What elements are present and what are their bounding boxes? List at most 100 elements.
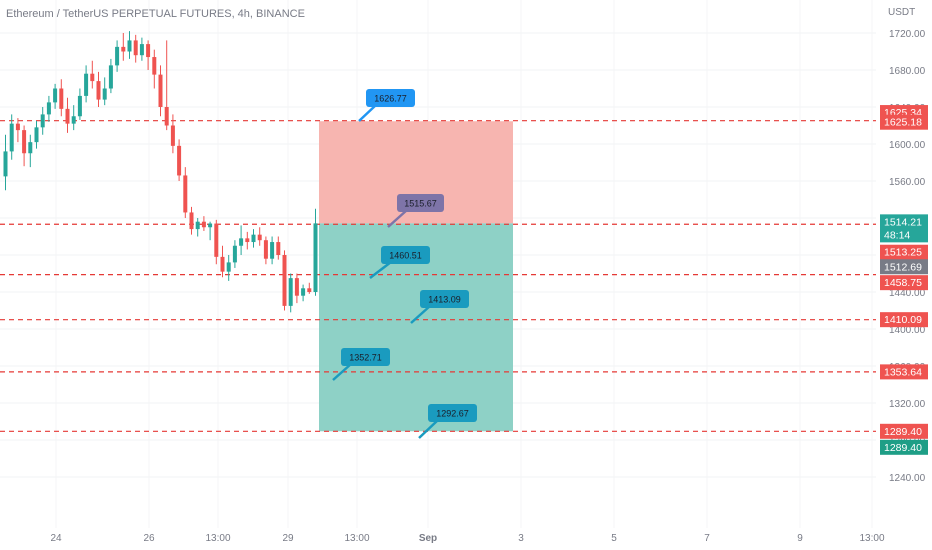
x-tick-label: 13:00 bbox=[205, 533, 230, 544]
candle-body bbox=[208, 223, 213, 228]
callout-pointer bbox=[369, 261, 392, 279]
y-tick-label: 1440.00 bbox=[889, 288, 926, 299]
level-tag: 1410.09 bbox=[880, 312, 928, 328]
candle bbox=[133, 34, 138, 63]
level-tag-text: 1513.25 bbox=[884, 247, 922, 259]
candle bbox=[28, 134, 33, 168]
x-tick-label: 5 bbox=[611, 533, 617, 544]
level-tag: 1458.75 bbox=[880, 275, 928, 291]
callout-box bbox=[428, 404, 477, 422]
candle-body bbox=[270, 242, 275, 259]
candle-body bbox=[9, 123, 14, 152]
candle-body bbox=[90, 73, 95, 82]
candle-body bbox=[220, 256, 225, 272]
price-callout: 1352.71 bbox=[332, 348, 390, 381]
level-tag-text: 1289.40 bbox=[884, 442, 922, 454]
candle-body bbox=[288, 278, 293, 306]
candle-body bbox=[34, 127, 39, 143]
candle-body bbox=[195, 221, 200, 230]
candle-body bbox=[96, 81, 101, 100]
candle bbox=[263, 236, 268, 265]
candle bbox=[115, 40, 120, 72]
candle bbox=[84, 65, 89, 103]
candle-body bbox=[127, 40, 132, 52]
callout-label: 1626.77 bbox=[374, 94, 407, 104]
candle bbox=[127, 31, 132, 59]
candle bbox=[65, 97, 70, 133]
x-tick-label: 9 bbox=[797, 533, 803, 544]
candle bbox=[15, 118, 20, 143]
candle-body bbox=[177, 145, 182, 176]
candle bbox=[34, 120, 39, 149]
price-tag-gray: 1512.69 bbox=[880, 259, 928, 275]
candle-body bbox=[232, 245, 237, 263]
candle bbox=[22, 125, 27, 167]
callout-box bbox=[341, 348, 390, 366]
callout-box bbox=[397, 194, 444, 212]
time-axis[interactable]: 24 26 13:00 29 13:00 Sep 3 5 7 9 13:00 bbox=[50, 533, 885, 544]
candle-body bbox=[146, 44, 151, 58]
candle bbox=[214, 219, 219, 265]
candle-body bbox=[170, 125, 175, 146]
callout-label: 1413.09 bbox=[428, 295, 461, 305]
current-price-text: 1514.21 bbox=[884, 216, 922, 228]
level-tag-text: 1353.64 bbox=[884, 366, 922, 378]
level-tag: 1625.18 bbox=[880, 114, 928, 130]
candle-body bbox=[46, 102, 51, 115]
candle-body bbox=[77, 95, 82, 117]
callout-pointer bbox=[358, 104, 377, 122]
candle bbox=[307, 282, 312, 294]
current-price-bg bbox=[880, 214, 928, 243]
candle bbox=[239, 225, 244, 255]
candle-body bbox=[133, 40, 138, 56]
candle bbox=[270, 236, 275, 265]
price-axis[interactable]: 1720.001680.001640.001600.001560.001520.… bbox=[880, 29, 928, 484]
level-tag-bg bbox=[880, 114, 928, 130]
candle-body bbox=[59, 88, 64, 109]
candle-body bbox=[22, 130, 27, 154]
level-tag-bg bbox=[880, 439, 928, 455]
x-tick-label: 13:00 bbox=[344, 533, 369, 544]
candle bbox=[170, 114, 175, 154]
callouts: 1626.77 1515.67 1460.51 1413.09 1352.71 1292.… bbox=[332, 89, 477, 439]
candle bbox=[53, 83, 58, 109]
candles bbox=[3, 31, 318, 313]
y-tick-label: 1400.00 bbox=[889, 325, 926, 336]
candle bbox=[201, 216, 206, 231]
candle-body bbox=[189, 212, 194, 230]
callout-box bbox=[381, 246, 430, 264]
y-tick-label: 1320.00 bbox=[889, 399, 926, 410]
candle bbox=[177, 139, 182, 181]
x-tick-label: 3 bbox=[518, 533, 524, 544]
candle-body bbox=[245, 238, 250, 243]
candle-body bbox=[28, 142, 33, 154]
candle bbox=[183, 167, 188, 218]
x-tick-label: 29 bbox=[282, 533, 294, 544]
axis-unit: USDT bbox=[888, 7, 916, 18]
x-tick-label: 26 bbox=[143, 533, 155, 544]
candle bbox=[276, 236, 281, 260]
candle bbox=[96, 71, 101, 107]
level-tag: 1289.40 bbox=[880, 439, 928, 455]
candle bbox=[251, 229, 256, 248]
candle bbox=[301, 284, 306, 302]
candle bbox=[232, 240, 237, 268]
price-callout: 1413.09 bbox=[410, 290, 469, 324]
candle-body bbox=[3, 151, 8, 177]
candle-body bbox=[276, 242, 281, 255]
candle bbox=[3, 134, 8, 191]
candle-body bbox=[15, 123, 20, 131]
candle-body bbox=[53, 88, 58, 103]
y-tick-label: 1600.00 bbox=[889, 140, 926, 151]
candle bbox=[164, 40, 169, 131]
level-tag-bg bbox=[880, 423, 928, 439]
callout-pointer bbox=[332, 363, 352, 381]
candle bbox=[139, 37, 144, 61]
price-tag-gray-text: 1512.69 bbox=[884, 261, 922, 273]
candle-body bbox=[263, 240, 268, 259]
callout-pointer bbox=[410, 305, 431, 324]
candle-body bbox=[214, 223, 219, 257]
price-levels bbox=[0, 120, 876, 432]
level-tag: 1289.40 bbox=[880, 423, 928, 439]
